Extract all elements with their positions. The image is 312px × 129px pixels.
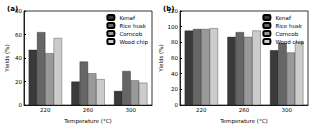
svg-text:260: 260 [239, 107, 250, 113]
svg-text:220: 220 [196, 107, 207, 113]
svg-text:Corncob: Corncob [275, 31, 298, 37]
svg-text:80: 80 [15, 8, 22, 14]
svg-text:20: 20 [171, 86, 178, 92]
svg-text:100: 100 [168, 24, 179, 30]
svg-text:40: 40 [15, 55, 22, 61]
svg-text:0: 0 [175, 102, 179, 108]
svg-text:300: 300 [281, 107, 292, 113]
svg-text:60: 60 [171, 55, 178, 61]
svg-text:Wood chip: Wood chip [119, 39, 148, 46]
svg-text:60: 60 [15, 32, 22, 38]
svg-text:80: 80 [171, 39, 178, 45]
svg-text:Yields (%): Yields (%) [158, 44, 164, 72]
svg-text:Temperature (°C): Temperature (°C) [219, 118, 267, 125]
svg-text:260: 260 [83, 107, 94, 113]
svg-text:(b): (b) [163, 5, 174, 13]
svg-text:(a): (a) [7, 5, 18, 13]
svg-text:Yields (%): Yields (%) [4, 44, 10, 72]
svg-text:0: 0 [19, 102, 23, 108]
svg-text:20: 20 [15, 79, 22, 85]
svg-text:Wood chip: Wood chip [275, 39, 304, 46]
svg-text:Kenaf: Kenaf [119, 15, 136, 21]
svg-text:Corncob: Corncob [119, 31, 142, 37]
svg-text:40: 40 [171, 71, 178, 77]
svg-text:Kenaf: Kenaf [275, 15, 292, 21]
svg-text:Rice husk: Rice husk [275, 23, 302, 29]
svg-text:Rice husk: Rice husk [119, 23, 146, 29]
svg-text:300: 300 [125, 107, 136, 113]
svg-text:220: 220 [40, 107, 51, 113]
svg-text:Temperature (°C): Temperature (°C) [63, 118, 111, 125]
